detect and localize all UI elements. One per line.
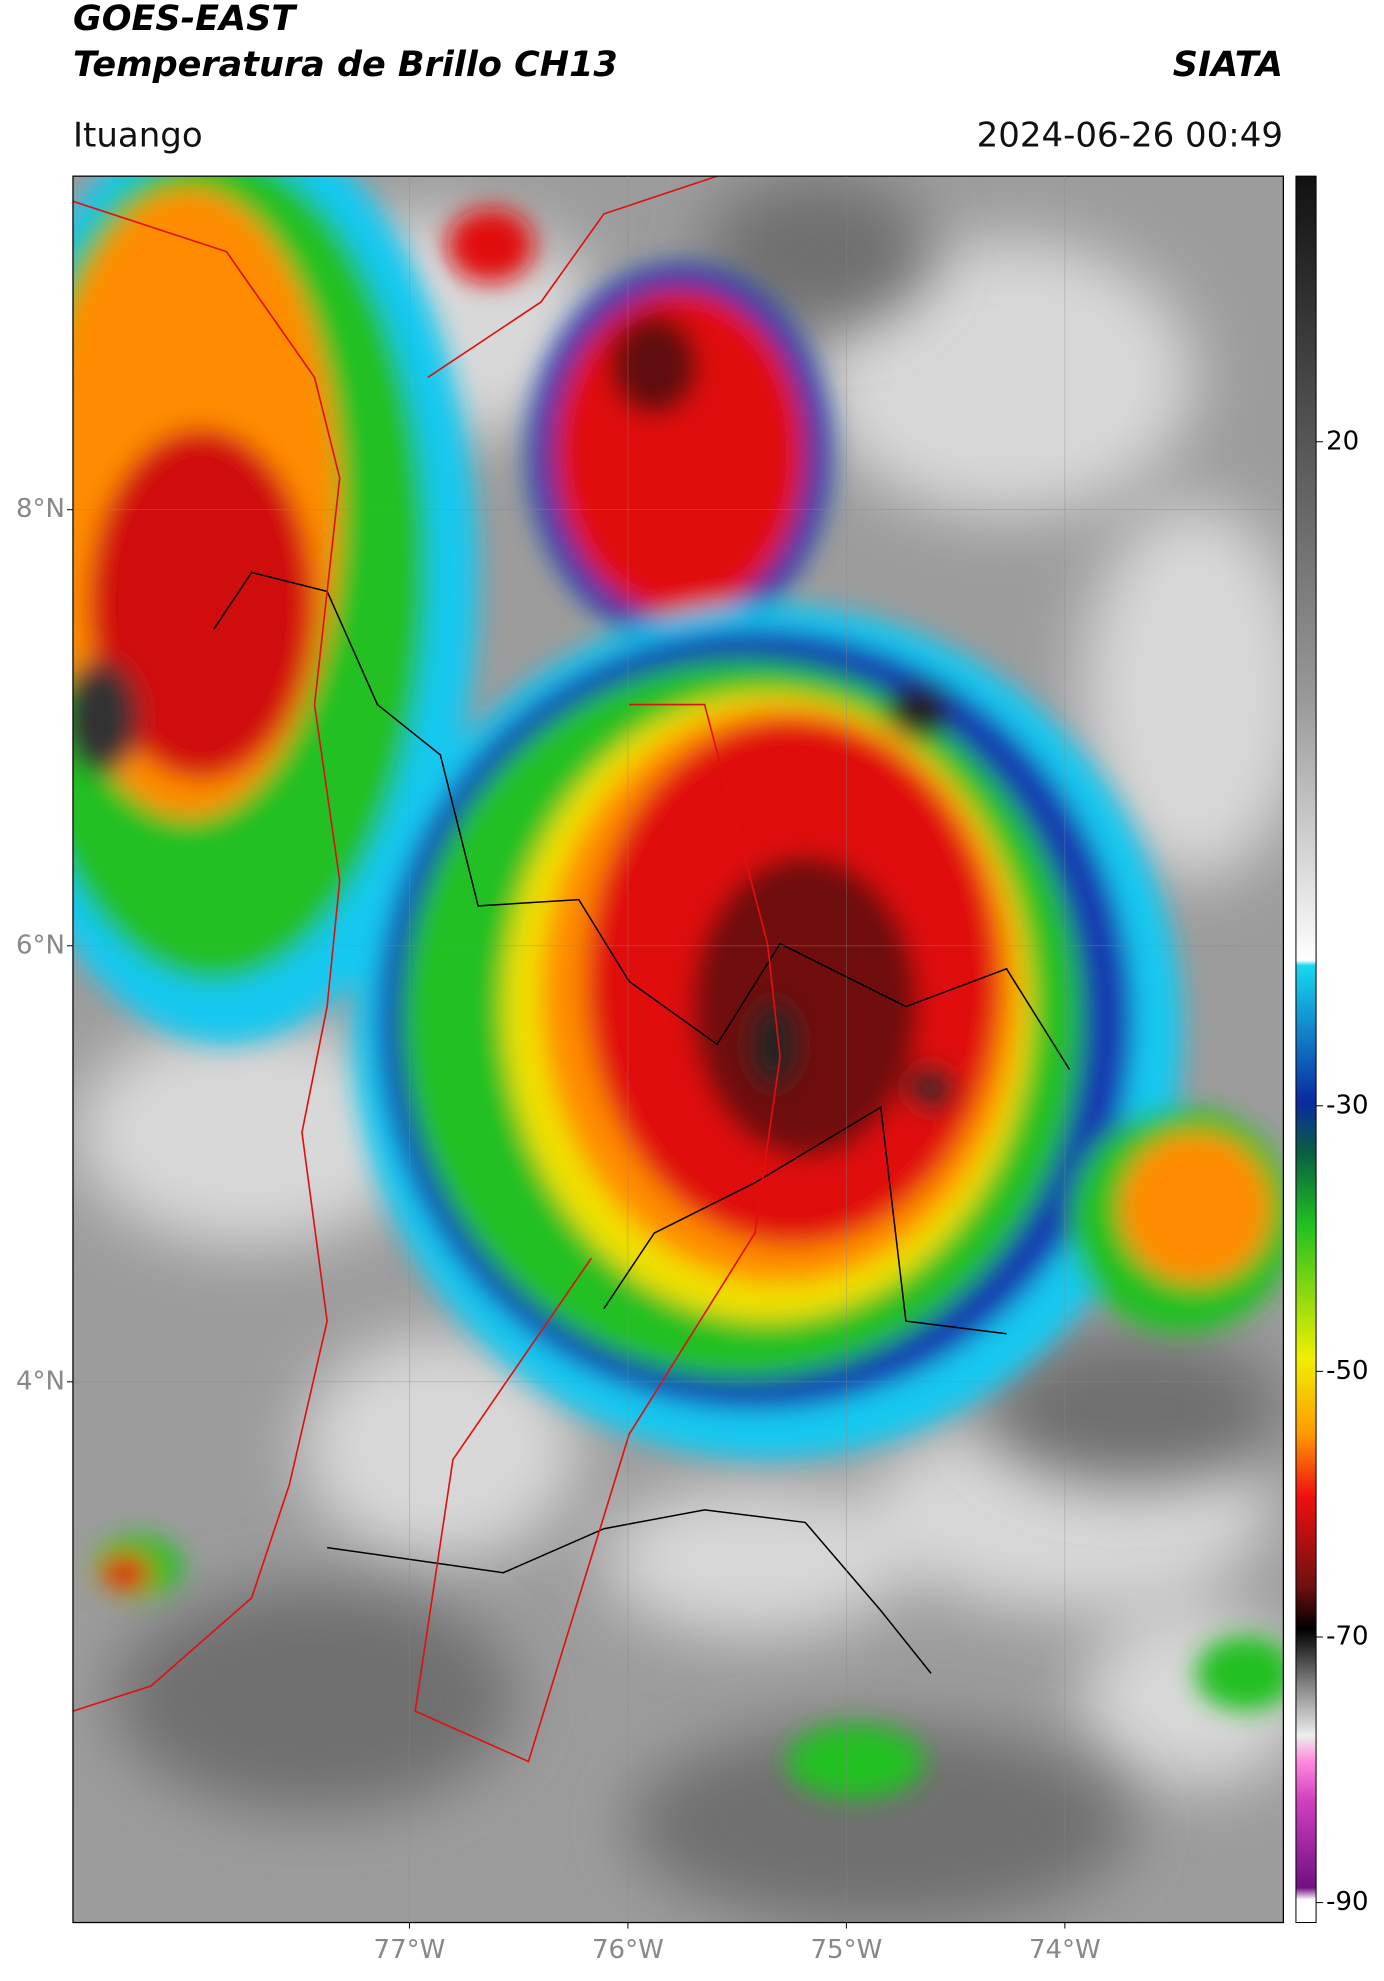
location: Ituango [73, 116, 203, 156]
x-tick-label: 76°W [592, 1935, 664, 1965]
satellite-image [72, 175, 1317, 1924]
y-tick-label: 6°N [16, 930, 65, 960]
source: SIATA [1173, 45, 1283, 85]
y-tick-label: 4°N [16, 1366, 65, 1396]
datetime: 2024-06-26 00:49 [977, 116, 1283, 156]
x-tick-label: 75°W [811, 1935, 883, 1965]
subtitle: Temperatura de Brillo CH13 [73, 45, 618, 85]
colorbar-tick-label: 20 [1326, 426, 1359, 456]
title: GOES-EAST [73, 0, 298, 39]
colorbar-tick-label: -90 [1326, 1887, 1368, 1917]
x-tick-label: 74°W [1029, 1935, 1101, 1965]
colorbar-tick-label: -70 [1326, 1621, 1368, 1651]
x-tick-label: 77°W [374, 1935, 446, 1965]
colorbar-tick-label: -30 [1326, 1090, 1368, 1120]
colorbar-tick-label: -50 [1326, 1356, 1368, 1386]
y-tick-label: 8°N [16, 494, 65, 524]
